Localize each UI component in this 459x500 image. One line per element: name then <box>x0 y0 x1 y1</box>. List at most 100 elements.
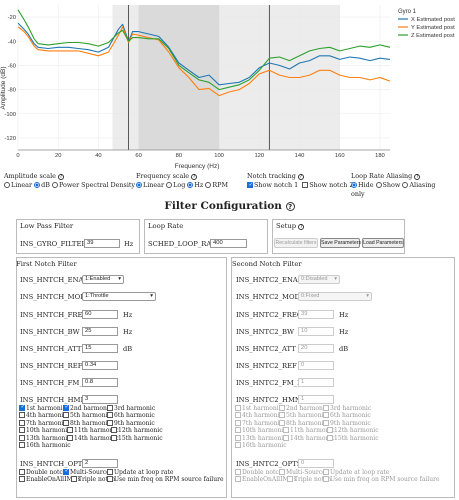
notch2-freq-unit: Hz <box>339 311 349 319</box>
notch2-opt-3-checkbox[interactable] <box>235 476 241 483</box>
notch2-harmonic-5-checkbox[interactable] <box>279 412 285 419</box>
series-line-x <box>17 22 391 86</box>
notch2-enable-select[interactable]: 0:Disabled <box>298 275 340 284</box>
freq-rpm-radio[interactable] <box>205 182 212 188</box>
legend-x-label[interactable]: X Estimated post <box>411 17 455 23</box>
notch2-harmonic-15-checkbox[interactable] <box>327 434 333 441</box>
load-parameters-button[interactable]: Load Parameters <box>362 238 404 248</box>
notch2-bw-input[interactable]: 10 <box>298 327 334 336</box>
freq-linear-radio[interactable] <box>136 182 142 188</box>
help-icon[interactable]: ? <box>191 174 198 180</box>
alias-only-radio[interactable] <box>402 182 409 188</box>
notch1-harmonic-3-checkbox[interactable] <box>107 405 113 411</box>
freq-log-label: Log <box>173 181 186 189</box>
notch1-opt-3-checkbox[interactable] <box>19 476 25 483</box>
notch1-opts-input[interactable]: 2 <box>82 459 118 468</box>
x-tick-label: 20 <box>55 153 61 159</box>
y-tick-label: -60 <box>8 63 16 69</box>
notch1-harmonic-15-checkbox[interactable] <box>111 434 117 441</box>
help-icon[interactable]: ? <box>57 174 64 180</box>
notch1-fmrat-label: INS_HNTCH_FM_RAT <box>20 379 97 387</box>
notch2-att-input[interactable]: 20 <box>298 344 334 353</box>
notch1-harmonic-8-checkbox[interactable] <box>63 419 69 426</box>
notch1-harmonic-10-checkbox[interactable] <box>19 427 25 434</box>
help-icon[interactable]: ? <box>298 224 305 230</box>
notch2-harmonic-3-checkbox[interactable] <box>323 405 329 411</box>
notch2-opt-4-checkbox[interactable] <box>287 476 293 483</box>
amp-psd-radio[interactable] <box>51 182 58 188</box>
notch1-freq-input[interactable]: 60 <box>82 310 118 319</box>
freq-rpm-label: RPM <box>212 181 228 189</box>
notch1-ref-input[interactable]: 0.34 <box>82 361 118 370</box>
notch2-harmonic-14-label: 14th harmonic <box>290 434 335 442</box>
notch1-harmonic-7-checkbox[interactable] <box>19 419 25 426</box>
alias-show-label: Show <box>382 181 401 189</box>
show-notch-1-checkbox[interactable] <box>247 181 253 190</box>
notch2-fmrat-input[interactable]: 1 <box>298 378 334 387</box>
notch2-harmonic-11-checkbox[interactable] <box>283 427 289 434</box>
notch2-harmonic-6-checkbox[interactable] <box>323 412 329 419</box>
notch1-harmonic-2-checkbox[interactable] <box>63 404 69 411</box>
notch2-harmonic-1-checkbox[interactable] <box>235 405 241 411</box>
notch1-opt-4-checkbox[interactable] <box>71 476 77 483</box>
freq-log-radio[interactable] <box>166 182 173 188</box>
notch1-harmonic-13-checkbox[interactable] <box>19 434 25 441</box>
notch1-harmonic-5-checkbox[interactable] <box>63 412 69 419</box>
notch1-mode-select[interactable]: 1:Throttle <box>82 292 156 301</box>
help-icon[interactable]: ? <box>285 202 295 211</box>
legend-y-label[interactable]: Y Estimated post <box>411 25 455 31</box>
ins-gyro-filter-input[interactable]: 39 <box>84 239 120 248</box>
help-icon[interactable]: ? <box>414 174 421 180</box>
setup-title: Setup <box>276 222 297 230</box>
notch2-harmonic-14-checkbox[interactable] <box>283 434 289 441</box>
notch1-harmonic-12-checkbox[interactable] <box>111 427 117 434</box>
show-notch-2-checkbox[interactable] <box>302 182 309 188</box>
sched-loop-rate-input[interactable]: 400 <box>210 239 247 248</box>
notch2-hmncs-input[interactable]: 1 <box>298 395 334 404</box>
notch1-opt-2-checkbox[interactable] <box>107 469 113 475</box>
amp-linear-radio[interactable] <box>4 182 10 188</box>
notch2-mode-select[interactable]: 0:Fixed <box>298 292 372 301</box>
notch1-harmonic-11-checkbox[interactable] <box>67 427 73 434</box>
notch1-harmonic-6-checkbox[interactable] <box>107 412 113 419</box>
amp-db-radio[interactable] <box>34 182 41 188</box>
notch2-opt-2-checkbox[interactable] <box>323 469 329 475</box>
notch1-bw-input[interactable]: 25 <box>82 327 118 336</box>
notch2-opt-1-checkbox[interactable] <box>279 469 285 475</box>
notch2-ref-input[interactable]: 0 <box>298 361 334 370</box>
chart-legend[interactable]: Gyro 1 X Estimated post Y Estimated post… <box>398 9 455 39</box>
notch2-harmonic-16-checkbox[interactable] <box>235 442 241 448</box>
frequency-chart[interactable]: 0 20 40 60 80 100 120 140 160 180 -20 -40 -60 -80 -100… <box>0 0 459 172</box>
notch1-harmonic-16-checkbox[interactable] <box>19 442 25 448</box>
notch1-enable-select[interactable]: 1:Enabled <box>82 275 124 284</box>
notch1-harmonic-4-checkbox[interactable] <box>19 412 25 419</box>
notch2-harmonic-12-checkbox[interactable] <box>327 427 333 434</box>
notch2-harmonic-10-checkbox[interactable] <box>235 427 241 434</box>
alias-show-radio[interactable] <box>375 182 382 188</box>
legend-z-label[interactable]: Z Estimated post <box>411 33 455 39</box>
notch2-harmonic-4-checkbox[interactable] <box>235 412 241 419</box>
notch1-harmonic-14-checkbox[interactable] <box>67 434 73 441</box>
notch2-opt-5-checkbox[interactable] <box>323 476 329 483</box>
notch1-opt-1-checkbox[interactable] <box>63 468 69 475</box>
help-icon[interactable]: ? <box>297 174 304 180</box>
freq-hz-radio[interactable] <box>187 182 194 188</box>
save-parameters-button[interactable]: Save Parameters <box>320 238 362 248</box>
notch1-fmrat-input[interactable]: 0.8 <box>82 378 118 387</box>
notch1-harmonic-1-checkbox[interactable] <box>19 404 25 411</box>
notch2-harmonic-8-checkbox[interactable] <box>279 419 285 426</box>
notch2-harmonic-2-checkbox[interactable] <box>279 405 285 411</box>
notch2-opts-input[interactable]: 0 <box>298 459 334 468</box>
notch2-freq-input[interactable]: 39 <box>298 310 334 319</box>
notch2-opt-0-checkbox[interactable] <box>235 469 241 475</box>
recalculate-filters-button[interactable]: Recalculate filters <box>274 238 318 248</box>
notch2-harmonic-13-checkbox[interactable] <box>235 434 241 441</box>
notch1-hmncs-input[interactable]: 3 <box>82 395 118 404</box>
notch1-att-input[interactable]: 15 <box>82 344 118 353</box>
notch2-harmonic-7-checkbox[interactable] <box>235 419 241 426</box>
alias-hide-radio[interactable] <box>351 182 357 188</box>
notch2-harmonic-9-checkbox[interactable] <box>323 419 329 426</box>
notch1-opt-0-checkbox[interactable] <box>19 469 25 475</box>
notch1-harmonic-9-checkbox[interactable] <box>107 419 113 426</box>
notch1-opt-5-checkbox[interactable] <box>107 476 113 483</box>
